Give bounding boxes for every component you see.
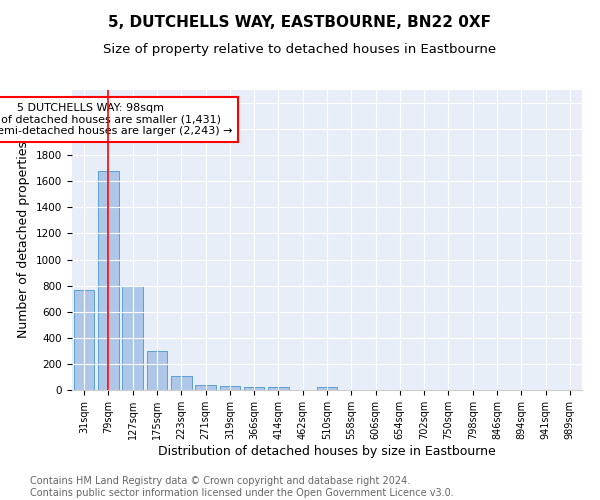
Bar xyxy=(146,351,167,390)
Text: 5 DUTCHELLS WAY: 98sqm
← 39% of detached houses are smaller (1,431)
60% of semi-: 5 DUTCHELLS WAY: 98sqm ← 39% of detached… xyxy=(0,103,233,136)
Text: 5, DUTCHELLS WAY, EASTBOURNE, BN22 0XF: 5, DUTCHELLS WAY, EASTBOURNE, BN22 0XF xyxy=(109,15,491,30)
Y-axis label: Number of detached properties: Number of detached properties xyxy=(17,142,31,338)
Bar xyxy=(122,286,143,390)
Text: Contains HM Land Registry data © Crown copyright and database right 2024.
Contai: Contains HM Land Registry data © Crown c… xyxy=(30,476,454,498)
X-axis label: Distribution of detached houses by size in Eastbourne: Distribution of detached houses by size … xyxy=(158,444,496,458)
Bar xyxy=(244,387,265,390)
Bar xyxy=(74,290,94,390)
Bar xyxy=(98,171,119,390)
Bar xyxy=(220,386,240,390)
Bar xyxy=(195,385,216,390)
Text: Size of property relative to detached houses in Eastbourne: Size of property relative to detached ho… xyxy=(103,42,497,56)
Bar xyxy=(171,376,191,390)
Bar xyxy=(317,387,337,390)
Bar xyxy=(268,388,289,390)
